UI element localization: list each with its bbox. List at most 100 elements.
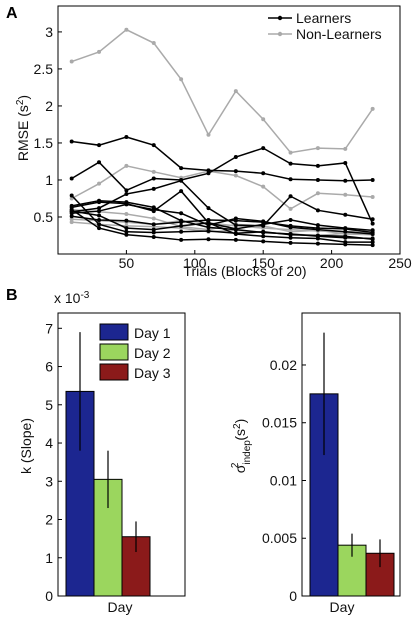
data-point: [370, 106, 375, 111]
data-point: [124, 232, 129, 237]
chart-a-xlabel: Trials (Blocks of 20): [183, 263, 306, 279]
panel-a-label: A: [6, 5, 18, 22]
data-point: [206, 225, 211, 230]
data-point: [124, 200, 129, 205]
data-point: [261, 117, 266, 122]
data-point: [206, 132, 211, 137]
legend-label: Day 2: [134, 345, 171, 361]
legend-swatch-marker: [277, 15, 283, 21]
data-point: [315, 226, 320, 231]
data-point: [370, 243, 375, 248]
data-point: [179, 229, 184, 234]
data-point: [151, 176, 156, 181]
y-tick-label: 0.015: [262, 415, 297, 431]
variance-bar-chart: 0 0.005 0.01 0.015 0.02: [262, 312, 401, 604]
y-tick-label: 1.5: [34, 135, 54, 151]
nonlearner-series-line: [71, 28, 374, 154]
data-point: [69, 207, 74, 212]
data-point: [69, 139, 74, 144]
data-point: [343, 192, 348, 197]
data-point: [343, 178, 348, 183]
data-point: [97, 209, 102, 214]
data-point: [97, 181, 102, 186]
data-point: [315, 177, 320, 182]
data-point: [97, 226, 102, 231]
data-point: [288, 240, 293, 245]
chart-b2-xlabel: Day: [330, 599, 355, 615]
learner-series-line: [71, 136, 373, 182]
data-point: [206, 229, 211, 234]
data-point: [151, 205, 156, 210]
legend-label: Non-Learners: [296, 26, 382, 42]
data-point: [179, 178, 184, 183]
data-point: [97, 217, 102, 222]
data-point: [315, 191, 320, 196]
data-point: [69, 203, 74, 208]
y-tick-label: 1: [45, 172, 53, 188]
data-point: [261, 146, 266, 151]
data-point: [233, 232, 238, 237]
data-point: [370, 230, 375, 235]
data-point: [315, 146, 320, 151]
data-point: [151, 41, 156, 46]
data-point: [151, 143, 156, 148]
data-point: [343, 229, 348, 234]
x-tick-label: 100: [183, 255, 207, 271]
data-point: [179, 220, 184, 225]
data-point: [370, 194, 375, 199]
data-point: [151, 169, 156, 174]
data-point: [151, 230, 156, 235]
learner-series-line: [71, 208, 373, 246]
chart-b-multiplier: x 10-3: [54, 290, 90, 307]
chart-b1-ylabel: k (Slope): [18, 418, 34, 474]
data-point: [233, 155, 238, 160]
panel-b-label: B: [6, 287, 18, 304]
data-point: [261, 239, 266, 244]
slope-bar-chart: 0 1 2 3 4 5 6 7 Day 1 Day 2 Day 3: [45, 312, 186, 604]
data-point: [124, 163, 129, 168]
data-point: [179, 211, 184, 216]
x-tick-label: 250: [388, 255, 412, 271]
data-point: [370, 237, 375, 242]
data-point: [233, 237, 238, 242]
learner-series-line: [71, 147, 374, 224]
data-point: [315, 241, 320, 246]
y-tick-label: 2.5: [34, 61, 54, 77]
legend-swatch: [99, 343, 129, 361]
data-point: [151, 186, 156, 191]
y-tick-label: 2: [45, 512, 53, 528]
data-point: [261, 234, 266, 239]
y-tick-label: 3: [45, 24, 53, 40]
x-tick-label: 50: [119, 255, 135, 271]
data-point: [261, 229, 266, 234]
data-point: [97, 198, 102, 203]
data-point: [343, 234, 348, 239]
legend-swatch: [99, 323, 129, 341]
data-point: [261, 220, 266, 225]
chart-a-ylabel: RMSE (s2): [15, 95, 32, 161]
data-point: [315, 233, 320, 238]
data-point: [288, 235, 293, 240]
data-point: [288, 150, 293, 155]
y-tick-label: 0.02: [270, 357, 297, 373]
data-point: [233, 89, 238, 94]
y-tick-label: 2: [45, 98, 53, 114]
data-point: [261, 184, 266, 189]
chart-b1-xlabel: Day: [108, 599, 133, 615]
data-point: [288, 161, 293, 166]
legend-label: Learners: [296, 10, 351, 26]
legend-swatch-marker: [277, 31, 283, 37]
data-point: [124, 212, 129, 217]
data-point: [69, 176, 74, 181]
y-tick-label: 7: [45, 320, 53, 336]
y-tick-label: 3: [45, 473, 53, 489]
rmse-line-chart: 50 100 150 200 250 0.5 1 1.5 2 2.5 3 LearnersNon-Le…: [34, 5, 412, 271]
data-point: [233, 227, 238, 232]
y-tick-label: 4: [45, 435, 53, 451]
y-tick-label: 0.5: [34, 209, 54, 225]
data-point: [233, 218, 238, 223]
data-point: [206, 168, 211, 173]
data-point: [179, 166, 184, 171]
data-point: [206, 237, 211, 242]
